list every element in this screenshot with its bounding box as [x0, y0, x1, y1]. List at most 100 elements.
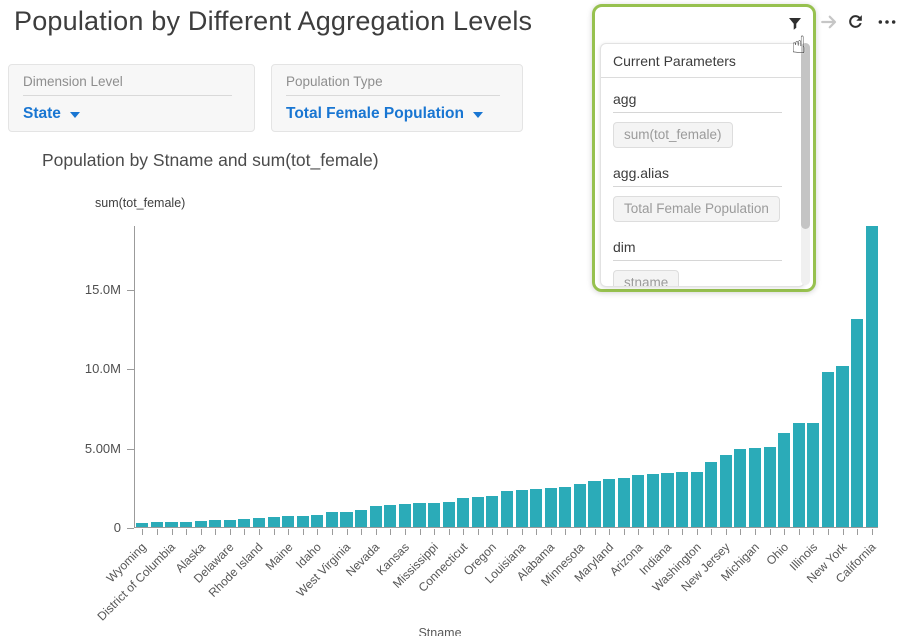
bar-state-6[interactable]: [209, 520, 222, 527]
bar-oregon[interactable]: [486, 496, 499, 527]
bar-indiana[interactable]: [661, 473, 674, 527]
x-tick: [784, 529, 786, 535]
x-tick: [857, 529, 859, 535]
bar-state-32[interactable]: [588, 481, 601, 527]
population-type-card: Population Type Total Female Population: [271, 64, 523, 132]
x-tick: [215, 529, 217, 535]
x-label-maine: Maine: [262, 540, 296, 574]
bar-state-24[interactable]: [471, 497, 484, 527]
bar-state-30[interactable]: [559, 487, 572, 527]
x-tick: [725, 529, 727, 535]
bar-state-4[interactable]: [180, 522, 193, 527]
bar-new-york[interactable]: [836, 366, 849, 527]
bar-state-28[interactable]: [530, 489, 543, 527]
caret-down-icon: [69, 112, 80, 118]
population-type-dropdown[interactable]: Total Female Population: [286, 105, 508, 123]
funnel-icon[interactable]: [786, 15, 804, 33]
bar-maryland[interactable]: [603, 479, 616, 527]
bar-state-20[interactable]: [413, 503, 426, 527]
bar-new-jersey[interactable]: [719, 455, 732, 527]
x-tick: [259, 529, 260, 535]
x-axis-title: Stname: [418, 626, 462, 636]
x-tick: [667, 529, 669, 535]
x-tick: [842, 529, 844, 535]
x-tick: [769, 529, 771, 535]
bar-louisiana[interactable]: [515, 490, 528, 527]
bar-chart-plot-area: Wyoming District of Columbia Alaska Delawar…: [85, 226, 879, 623]
y-label-5.00M: 5.00M: [84, 440, 121, 456]
bar-minnesota[interactable]: [573, 484, 586, 527]
bar-state-10[interactable]: [267, 517, 280, 527]
x-tick: [142, 529, 144, 535]
x-tick: [244, 529, 246, 535]
x-tick: [434, 529, 436, 535]
bar-nevada[interactable]: [369, 506, 382, 527]
bar-ohio[interactable]: [778, 433, 791, 527]
param-value-dim: stname: [613, 270, 680, 286]
current-parameters-popup: Current Parameters agg sum(tot_female) a…: [592, 4, 816, 292]
bar-alabama[interactable]: [544, 488, 557, 527]
x-tick: [638, 529, 640, 535]
bar-state-48[interactable]: [821, 372, 834, 527]
bar-michigan[interactable]: [748, 448, 762, 527]
bar-idaho[interactable]: [311, 515, 324, 527]
y-label-0: 0: [113, 520, 121, 535]
y-axis-title: sum(tot_female): [95, 196, 186, 210]
param-name-dim: dim: [613, 239, 782, 261]
bar-west-virginia[interactable]: [340, 512, 353, 527]
param-value-agg-alias: Total Female Population: [613, 196, 780, 222]
bar-state-42[interactable]: [734, 449, 747, 527]
y-tick: [127, 369, 134, 371]
bar-washington[interactable]: [690, 472, 703, 527]
bar-arizona[interactable]: [632, 475, 645, 527]
bar-state-34[interactable]: [617, 478, 630, 527]
chart-title: Population by Stname and sum(tot_female): [42, 150, 379, 170]
dimension-level-label: Dimension Level: [23, 74, 232, 96]
bar-california[interactable]: [865, 226, 878, 527]
dimension-level-dropdown[interactable]: State: [23, 105, 240, 123]
parameters-scrollbar-thumb[interactable]: [801, 43, 810, 230]
bar-state-16[interactable]: [355, 510, 368, 527]
x-tick: [477, 529, 479, 535]
param-name-agg-alias: agg.alias: [613, 165, 782, 187]
bar-kansas[interactable]: [398, 504, 411, 527]
ellipsis-icon[interactable]: [877, 14, 897, 30]
x-tick: [609, 529, 611, 535]
bar-state-2[interactable]: [150, 522, 163, 527]
dimension-level-value: State: [23, 105, 61, 122]
arrow-right-icon[interactable]: [820, 13, 838, 31]
bar-rhode-island[interactable]: [252, 518, 266, 527]
x-tick: [463, 529, 465, 535]
bar-illinois[interactable]: [807, 423, 820, 527]
x-tick: [346, 529, 348, 535]
x-tick: [740, 529, 742, 535]
bar-state-18[interactable]: [384, 505, 397, 527]
bar-state-38[interactable]: [676, 472, 689, 527]
bar-mississippi[interactable]: [428, 503, 441, 527]
bar-wyoming[interactable]: [136, 523, 149, 527]
bar-state-50[interactable]: [851, 319, 864, 527]
x-tick: [594, 529, 596, 535]
x-tick: [711, 529, 713, 535]
refresh-icon[interactable]: [846, 12, 865, 31]
bar-alaska[interactable]: [194, 521, 207, 527]
bar-state-8[interactable]: [238, 519, 251, 527]
bar-state-26[interactable]: [500, 491, 514, 527]
bar-state-36[interactable]: [646, 474, 659, 527]
bar-state-22[interactable]: [442, 502, 455, 527]
bar-delaware[interactable]: [223, 520, 236, 527]
bar-district-of-columbia[interactable]: [165, 522, 178, 527]
x-tick: [448, 529, 450, 535]
bar-state-46[interactable]: [792, 423, 805, 527]
x-tick: [186, 529, 188, 535]
y-label-15.0M: 15.0M: [84, 281, 121, 297]
bar-state-44[interactable]: [763, 447, 776, 527]
bar-state-12[interactable]: [296, 516, 309, 527]
bar-state-40[interactable]: [705, 462, 718, 527]
bar-maine[interactable]: [282, 516, 295, 527]
parameters-scrollbar: [801, 43, 810, 285]
x-tick: [682, 529, 684, 535]
bar-connecticut[interactable]: [457, 498, 470, 527]
bar-state-14[interactable]: [325, 512, 338, 527]
